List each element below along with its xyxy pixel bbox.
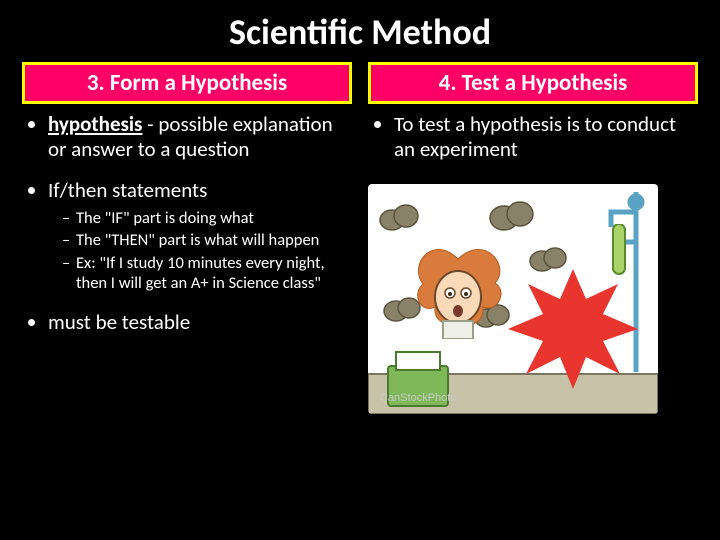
sub-then: The "THEN" part is what will happen [62,230,352,251]
if-then-label: If/then statements [48,177,207,203]
keyword-hypothesis: hypothesis [48,111,142,137]
two-column-layout: 3. Form a Hypothesis hypothesis - possib… [0,62,720,414]
left-column: 3. Form a Hypothesis hypothesis - possib… [22,62,352,414]
bullet-test-conduct: To test a hypothesis is to conduct an ex… [394,112,698,162]
bullet-testable: must be testable [48,310,352,335]
explosion-icon [508,269,638,389]
right-column: 4. Test a Hypothesis To test a hypothesi… [368,62,698,414]
right-header: 4. Test a Hypothesis [368,62,698,104]
right-bullet-list: To test a hypothesis is to conduct an ex… [368,112,698,178]
image-watermark: CanStockPhoto [380,392,456,404]
smoke-cloud-1-icon [378,202,420,232]
smoke-cloud-3-icon [528,244,568,274]
bullet-hypothesis-definition: hypothesis - possible explanation or ans… [48,112,352,162]
smoke-cloud-2-icon [488,198,534,232]
sub-if: The "IF" part is doing what [62,208,352,229]
bullet-if-then: If/then statements The "IF" part is doin… [48,178,352,294]
left-bullet-list: hypothesis - possible explanation or ans… [22,112,352,351]
scientist-head-icon [413,239,503,339]
experiment-cartoon: CanStockPhoto [368,184,658,414]
left-header: 3. Form a Hypothesis [22,62,352,104]
if-then-sublist: The "IF" part is doing what The "THEN" p… [48,208,352,295]
slide-title: Scientific Method [0,0,720,62]
sub-example: Ex: "If I study 10 minutes every night, … [62,253,352,294]
